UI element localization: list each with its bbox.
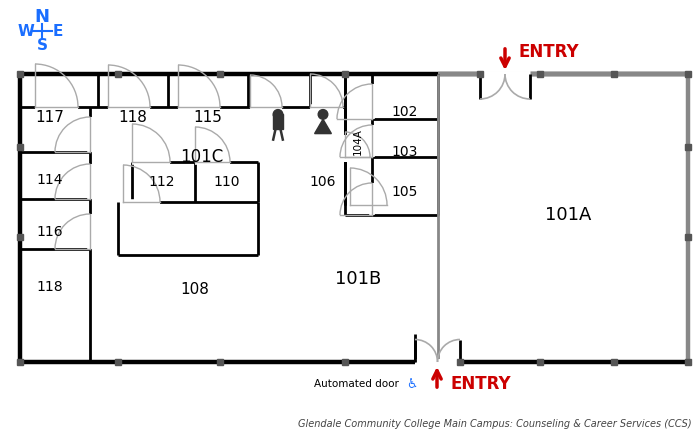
Bar xyxy=(217,359,223,365)
Circle shape xyxy=(318,110,328,119)
Text: 116: 116 xyxy=(36,225,63,239)
Text: 118: 118 xyxy=(36,280,63,294)
Text: 117: 117 xyxy=(36,110,64,125)
Bar xyxy=(477,71,483,77)
Bar xyxy=(456,359,463,365)
Bar xyxy=(685,71,692,77)
Text: 110: 110 xyxy=(214,175,240,189)
Bar xyxy=(17,234,23,240)
Circle shape xyxy=(273,110,283,119)
Bar xyxy=(115,359,121,365)
Text: 103: 103 xyxy=(392,145,418,159)
Text: E: E xyxy=(52,24,63,38)
Bar xyxy=(685,359,692,365)
Text: S: S xyxy=(36,38,48,52)
Text: 104A: 104A xyxy=(353,128,363,156)
Bar xyxy=(273,114,283,129)
Bar xyxy=(685,234,692,240)
Text: 101B: 101B xyxy=(335,270,381,288)
Bar xyxy=(17,144,23,150)
Bar xyxy=(17,359,23,365)
Text: 105: 105 xyxy=(392,185,418,199)
Bar xyxy=(685,144,692,150)
Bar xyxy=(342,359,349,365)
Text: 112: 112 xyxy=(148,175,175,189)
Text: 108: 108 xyxy=(181,281,209,296)
Text: 102: 102 xyxy=(392,105,418,119)
Text: ♿: ♿ xyxy=(406,378,417,391)
Bar xyxy=(537,359,543,365)
Text: 101A: 101A xyxy=(545,206,592,224)
Text: Automated door: Automated door xyxy=(314,379,402,389)
Bar xyxy=(610,359,617,365)
Text: W: W xyxy=(18,24,34,38)
Bar xyxy=(610,71,617,77)
Text: 101C: 101C xyxy=(181,148,223,166)
Bar xyxy=(537,71,543,77)
Text: ENTRY: ENTRY xyxy=(450,375,510,393)
Text: Glendale Community College Main Campus: Counseling & Career Services (CCS): Glendale Community College Main Campus: … xyxy=(298,419,692,429)
Polygon shape xyxy=(314,119,331,134)
Text: 115: 115 xyxy=(194,110,223,125)
Text: 114: 114 xyxy=(36,173,63,187)
Text: ENTRY: ENTRY xyxy=(518,43,579,61)
Text: 118: 118 xyxy=(118,110,148,125)
Bar xyxy=(115,71,121,77)
Bar xyxy=(17,71,23,77)
Bar xyxy=(217,71,223,77)
Text: 106: 106 xyxy=(309,175,336,189)
Text: N: N xyxy=(34,8,50,26)
Bar xyxy=(342,71,349,77)
